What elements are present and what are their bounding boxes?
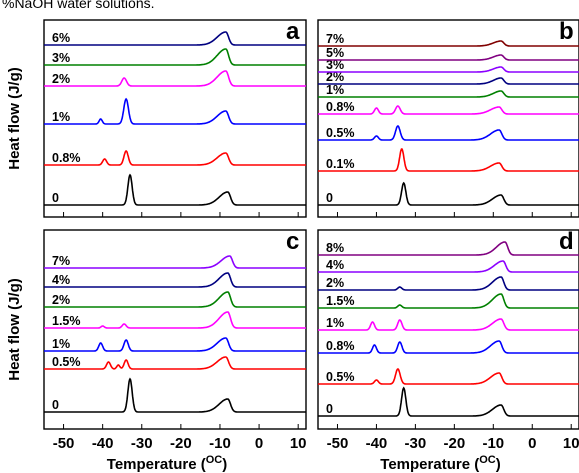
- panel-c: -50 -40 -30 -20 -10 0 10 Temperature (OC) Heat f…: [6, 228, 307, 473]
- panel-c-series-label: 1%: [52, 337, 70, 351]
- panel-a-ylabel: Heat flow (J/g): [6, 67, 23, 170]
- panel-d-xlabel: Temperature (OC): [380, 454, 500, 473]
- panel-b-series-label: 0: [326, 191, 333, 205]
- panel-b-series-label: 1%: [326, 83, 344, 97]
- panel-c-series-line: [44, 337, 306, 352]
- panel-d-series-line: [318, 318, 579, 331]
- panel-a-series-line: [44, 48, 306, 66]
- panel-c-series-line: [44, 377, 306, 413]
- panel-a-series-label: 6%: [52, 31, 70, 45]
- panel-a-series-line: [44, 149, 306, 166]
- panel-d-xtick-label: -30: [405, 435, 427, 452]
- panel-a-series-label: 3%: [52, 51, 70, 65]
- panel-d-series-line: [318, 276, 579, 291]
- panel-d-series-label: 0.5%: [326, 370, 355, 384]
- panel-c-series-label: 2%: [52, 293, 70, 307]
- panel-a-frame: [43, 19, 307, 218]
- panel-c-ylabel: Heat flow (J/g): [6, 278, 23, 381]
- panel-d-series-line: [318, 368, 579, 385]
- panel-b-letter: b: [559, 18, 574, 45]
- panel-b-series-line: [318, 90, 579, 98]
- panel-d-series-line: [318, 386, 579, 417]
- panel-d-series-label: 1%: [326, 316, 344, 330]
- panel-d-series-label: 8%: [326, 241, 344, 255]
- panel-c-xtick-label: -50: [53, 435, 75, 452]
- panel-b: b 0 0.1% 0.5% 0.8% 1%2%3%5%7%: [317, 18, 579, 218]
- panel-c-series-label: 1.5%: [52, 314, 81, 328]
- panel-d-series-line: [318, 260, 579, 273]
- panel-c-xtick-label: -40: [92, 435, 114, 452]
- panel-d-xtick-label: -10: [482, 435, 504, 452]
- figure-caption: %NaOH water solutions.: [2, 0, 155, 11]
- panel-c-series-label: 0: [52, 398, 59, 412]
- panel-a: Heat flow (J/g) a 0 0.8% 1% 2% 3% 6%: [6, 18, 307, 218]
- panel-c-series-line: [44, 311, 306, 329]
- panel-c-series-label: 0.5%: [52, 355, 81, 369]
- panel-b-series-label: 0.8%: [326, 100, 355, 114]
- panel-b-series-line: [318, 54, 579, 61]
- panel-b-series-line: [318, 66, 579, 73]
- panel-c-series-line: [44, 272, 306, 288]
- panel-d-letter: d: [559, 228, 574, 255]
- panel-b-series-label: 5%: [326, 46, 344, 60]
- panel-d-series-label: 0.8%: [326, 339, 355, 353]
- panel-a-series-line: [44, 173, 306, 206]
- panel-c-xtick-label: -10: [209, 435, 231, 452]
- panel-c-series-line: [44, 356, 306, 370]
- panel-d-series-label: 4%: [326, 258, 344, 272]
- panel-b-series-line: [318, 77, 579, 85]
- panel-d-series-line: [318, 340, 579, 354]
- panel-b-series-label: 7%: [326, 32, 344, 46]
- panel-b-series-line: [318, 105, 579, 115]
- panel-d-xtick-label: 10: [563, 435, 579, 452]
- panel-d-series-label: 2%: [326, 276, 344, 290]
- panel-b-series-label: 0.5%: [326, 126, 355, 140]
- panel-b-series-line: [318, 181, 579, 206]
- panel-c-xtick-label: -30: [131, 435, 153, 452]
- panel-c-xtick-label: 10: [290, 435, 307, 452]
- panel-a-series-line: [44, 70, 306, 87]
- panel-c-series-line: [44, 291, 306, 308]
- panel-d-series-label: 1.5%: [326, 294, 355, 308]
- panel-b-series-line: [318, 125, 579, 141]
- panel-c-frame: [43, 229, 307, 430]
- panel-b-series-line: [318, 148, 579, 172]
- panel-b-frame: [317, 19, 579, 218]
- panel-c-series-line: [44, 255, 306, 269]
- panel-b-series-label: 3%: [326, 58, 344, 72]
- panel-d-xtick-label: 0: [528, 435, 536, 452]
- panel-b-series-label: 0.1%: [326, 157, 355, 171]
- panel-c-series-label: 4%: [52, 273, 70, 287]
- panel-d: -50 -40 -30 -20 -10 0 10 Temperature (OC) d 0 0.5%…: [317, 228, 579, 473]
- panel-c-series-label: 7%: [52, 254, 70, 268]
- panel-c-xtick-label: -20: [170, 435, 192, 452]
- panel-b-series-label: 2%: [326, 70, 344, 84]
- panel-d-series-line: [318, 241, 579, 256]
- panel-b-series-line: [318, 40, 579, 47]
- panel-c-xtick-label: 0: [255, 435, 263, 452]
- panel-a-letter: a: [286, 18, 300, 45]
- panel-a-series-label: 1%: [52, 110, 70, 124]
- panel-a-series-line: [44, 97, 306, 125]
- panel-d-series-line: [318, 293, 579, 309]
- panel-d-xtick-label: -50: [327, 435, 349, 452]
- panel-c-xlabel: Temperature (OC): [107, 454, 227, 473]
- panel-d-xtick-label: -40: [366, 435, 388, 452]
- panel-a-series-label: 2%: [52, 72, 70, 86]
- panel-d-xtick-label: -20: [443, 435, 465, 452]
- panel-a-series-line: [44, 31, 306, 46]
- panel-a-series-label: 0: [52, 191, 59, 205]
- panel-a-series-label: 0.8%: [52, 151, 81, 165]
- panel-c-letter: c: [286, 228, 299, 255]
- panel-d-series-label: 0: [326, 402, 333, 416]
